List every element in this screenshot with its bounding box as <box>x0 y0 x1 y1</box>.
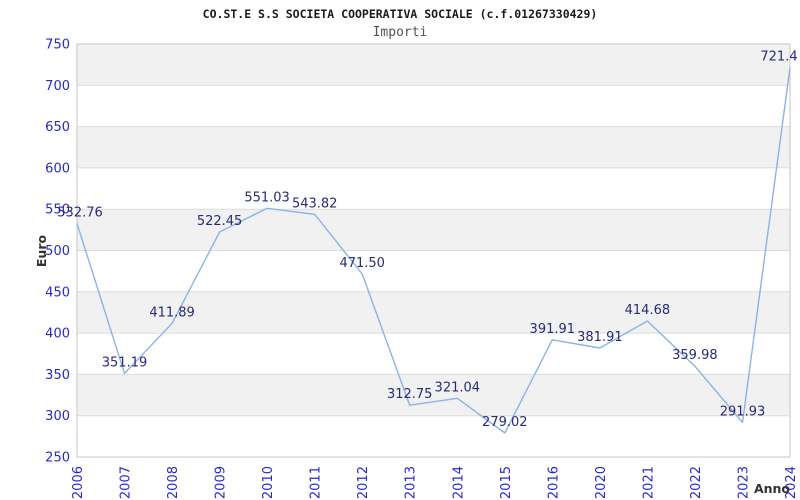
svg-text:2009: 2009 <box>214 466 229 499</box>
svg-text:600: 600 <box>45 161 70 176</box>
svg-text:2024: 2024 <box>784 466 799 499</box>
chart-subtitle: Importi <box>372 25 428 40</box>
svg-text:532.76: 532.76 <box>57 205 103 220</box>
plot-bands <box>77 44 790 416</box>
svg-text:2015: 2015 <box>499 466 514 499</box>
plot-gridlines <box>77 43 790 458</box>
x-axis-tick-labels: 2006 2007 2008 2009 2010 2011 2012 2013 2014 2015… <box>71 466 799 499</box>
svg-text:2006: 2006 <box>71 466 86 499</box>
chart-title: CO.ST.E S.S SOCIETA COOPERATIVA SOCIALE … <box>202 7 598 21</box>
svg-text:2008: 2008 <box>166 466 181 499</box>
svg-text:500: 500 <box>45 244 70 259</box>
svg-text:700: 700 <box>45 79 70 94</box>
y-axis-tick-labels: 250 300 350 400 450 500 550 600 650 700 750 <box>45 38 70 466</box>
svg-text:250: 250 <box>45 451 70 466</box>
svg-text:2010: 2010 <box>261 466 276 499</box>
svg-text:350: 350 <box>45 368 70 383</box>
svg-text:550: 550 <box>45 203 70 218</box>
svg-text:650: 650 <box>45 120 70 135</box>
svg-text:279.02: 279.02 <box>482 415 528 430</box>
plot-border <box>76 43 791 458</box>
x-axis-title: Anno <box>754 481 790 496</box>
svg-text:2011: 2011 <box>309 466 324 499</box>
svg-text:721.4: 721.4 <box>760 50 797 65</box>
svg-text:2007: 2007 <box>119 466 134 499</box>
svg-text:400: 400 <box>45 327 70 342</box>
svg-text:391.91: 391.91 <box>530 322 576 337</box>
svg-text:312.75: 312.75 <box>387 387 433 402</box>
series-line <box>76 67 791 434</box>
svg-text:291.93: 291.93 <box>720 404 766 419</box>
svg-text:2020: 2020 <box>594 466 609 499</box>
svg-text:2012: 2012 <box>356 466 371 499</box>
svg-text:2016: 2016 <box>546 466 561 499</box>
svg-text:351.19: 351.19 <box>102 355 148 370</box>
svg-text:450: 450 <box>45 285 70 300</box>
y-axis-title: Euro <box>34 234 49 267</box>
svg-text:321.04: 321.04 <box>435 380 481 395</box>
svg-text:411.89: 411.89 <box>149 305 195 320</box>
svg-text:381.91: 381.91 <box>577 330 623 345</box>
svg-text:522.45: 522.45 <box>197 214 243 229</box>
svg-text:750: 750 <box>45 38 70 53</box>
svg-text:2022: 2022 <box>689 466 704 499</box>
svg-text:2013: 2013 <box>404 466 419 499</box>
svg-text:2021: 2021 <box>641 466 656 499</box>
svg-text:2014: 2014 <box>451 466 466 499</box>
svg-text:543.82: 543.82 <box>292 196 338 211</box>
svg-text:471.50: 471.50 <box>339 256 385 271</box>
svg-text:414.68: 414.68 <box>625 303 671 318</box>
svg-text:551.03: 551.03 <box>244 190 290 205</box>
svg-text:359.98: 359.98 <box>672 348 718 363</box>
svg-text:300: 300 <box>45 409 70 424</box>
svg-text:2023: 2023 <box>737 466 752 499</box>
